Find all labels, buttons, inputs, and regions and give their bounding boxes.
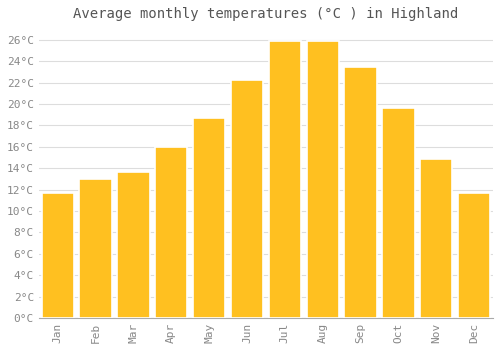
Bar: [231, 80, 263, 318]
Bar: [193, 118, 225, 318]
Bar: [306, 41, 339, 318]
Bar: [382, 108, 414, 318]
Bar: [269, 41, 301, 318]
Bar: [344, 66, 376, 318]
Bar: [155, 147, 188, 318]
Bar: [458, 193, 490, 318]
Bar: [42, 193, 74, 318]
Bar: [118, 173, 150, 318]
Bar: [420, 159, 452, 318]
Bar: [80, 179, 112, 318]
Title: Average monthly temperatures (°C ) in Highland: Average monthly temperatures (°C ) in Hi…: [74, 7, 458, 21]
